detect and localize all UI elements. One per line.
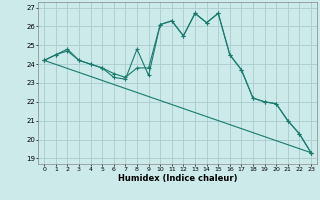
- X-axis label: Humidex (Indice chaleur): Humidex (Indice chaleur): [118, 174, 237, 183]
